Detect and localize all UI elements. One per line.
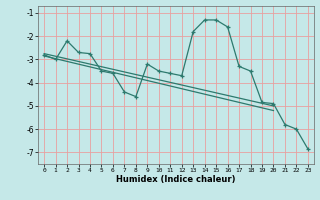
X-axis label: Humidex (Indice chaleur): Humidex (Indice chaleur) — [116, 175, 236, 184]
